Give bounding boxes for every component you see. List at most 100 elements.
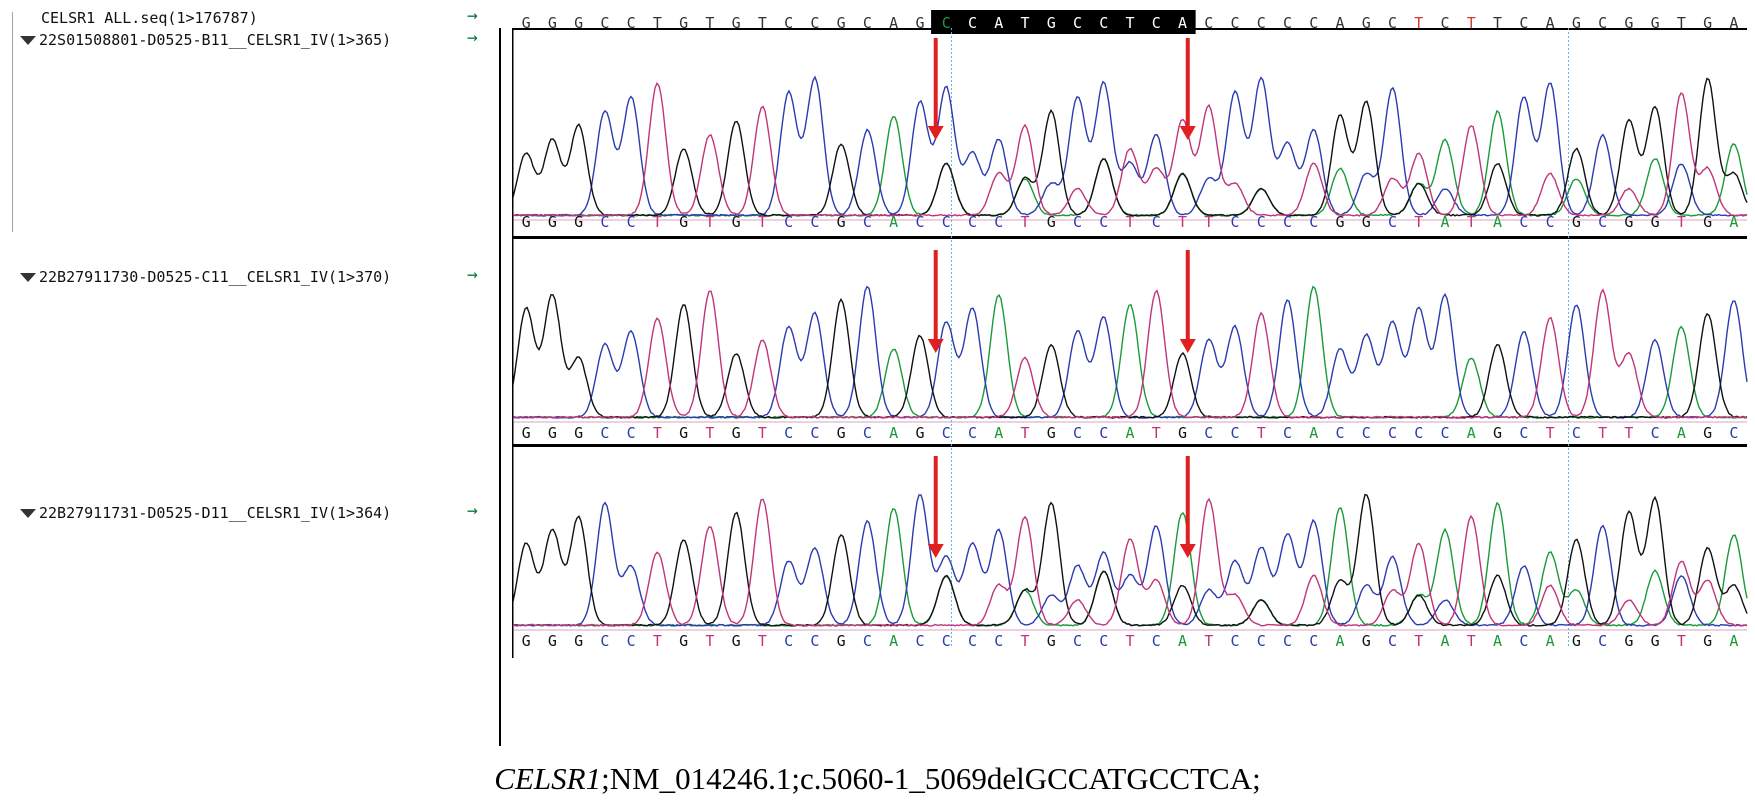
reference-base: C bbox=[627, 14, 636, 32]
reference-base: G bbox=[1624, 14, 1633, 32]
basecall-letter: C bbox=[1231, 424, 1240, 442]
basecall-letter: C bbox=[1309, 632, 1318, 650]
basecall-letter: G bbox=[1572, 213, 1581, 231]
reference-label[interactable]: CELSR1 ALL.seq(1>176787) → bbox=[41, 5, 478, 27]
basecall-letter: T bbox=[758, 424, 767, 442]
reference-base: A bbox=[889, 14, 898, 32]
basecall-letter: G bbox=[1047, 632, 1056, 650]
basecall-letter: C bbox=[784, 632, 793, 650]
basecall-letter: C bbox=[942, 632, 951, 650]
reference-arrow-icon: → bbox=[467, 5, 478, 26]
reference-base: C bbox=[1257, 14, 1266, 32]
basecall-letter: T bbox=[1204, 632, 1213, 650]
basecall-letter: A bbox=[1546, 632, 1555, 650]
basecall-letter: C bbox=[863, 632, 872, 650]
basecall-letter: A bbox=[1493, 632, 1502, 650]
collapse-triangle-icon[interactable] bbox=[20, 508, 36, 518]
reference-base: C bbox=[600, 14, 609, 32]
reference-base: A bbox=[1336, 14, 1345, 32]
pane-border bbox=[12, 12, 13, 232]
basecall-letter: G bbox=[574, 424, 583, 442]
reference-base: C bbox=[863, 14, 872, 32]
track-label-pane: CELSR1 ALL.seq(1>176787) → 22S01508801-D… bbox=[0, 0, 500, 745]
basecall-letter: T bbox=[1152, 424, 1161, 442]
basecall-letter: C bbox=[810, 632, 819, 650]
basecall-letter: G bbox=[548, 632, 557, 650]
reference-base: C bbox=[1519, 14, 1528, 32]
trace-C bbox=[512, 494, 1748, 627]
basecall-letter: C bbox=[627, 632, 636, 650]
basecall-letter: A bbox=[1336, 632, 1345, 650]
track-arrow-icon: → bbox=[467, 500, 478, 521]
basecall-letter: G bbox=[837, 424, 846, 442]
basecall-letter: C bbox=[1073, 424, 1082, 442]
basecall-letter: T bbox=[1204, 213, 1213, 231]
basecall-letter: C bbox=[1598, 632, 1607, 650]
basecall-letter: C bbox=[627, 213, 636, 231]
collapse-triangle-icon[interactable] bbox=[20, 272, 36, 282]
basecall-letter: T bbox=[1598, 424, 1607, 442]
track-label-1[interactable]: 22S01508801-D0525-B11__CELSR1_IV(1>365) … bbox=[20, 27, 478, 49]
reference-base: G bbox=[522, 14, 531, 32]
basecall-letter: G bbox=[1703, 632, 1712, 650]
basecall-letter: C bbox=[994, 632, 1003, 650]
track-separator bbox=[513, 236, 1747, 239]
basecall-letter: A bbox=[889, 632, 898, 650]
basecall-letter: C bbox=[1546, 213, 1555, 231]
basecall-letter: C bbox=[1099, 424, 1108, 442]
pane-divider[interactable] bbox=[499, 28, 501, 746]
track-top-rule bbox=[513, 28, 1747, 30]
reference-base: T bbox=[1020, 14, 1029, 32]
basecall-letter: A bbox=[1309, 424, 1318, 442]
basecall-letter: C bbox=[1414, 424, 1423, 442]
basecall-letter: A bbox=[889, 213, 898, 231]
collapse-triangle-icon[interactable] bbox=[20, 35, 36, 45]
basecall-letter: C bbox=[1231, 632, 1240, 650]
reference-base: C bbox=[1441, 14, 1450, 32]
track-arrow-icon: → bbox=[467, 27, 478, 48]
track-label-2[interactable]: 22B27911730-D0525-C11__CELSR1_IV(1>370) … bbox=[20, 264, 478, 286]
trace-G bbox=[512, 77, 1748, 217]
basecall-letter: C bbox=[1388, 424, 1397, 442]
mutation-arrowhead bbox=[927, 126, 944, 140]
reference-base: C bbox=[968, 14, 977, 32]
reference-base: G bbox=[548, 14, 557, 32]
basecall-letter: C bbox=[600, 424, 609, 442]
basecall-letter: C bbox=[1152, 632, 1161, 650]
basecall-letter: C bbox=[1519, 213, 1528, 231]
basecall-letter: T bbox=[653, 632, 662, 650]
basecall-letter: T bbox=[1414, 632, 1423, 650]
basecall-letter: C bbox=[784, 213, 793, 231]
trace-C bbox=[512, 285, 1748, 419]
reference-base: C bbox=[1283, 14, 1292, 32]
reference-base: T bbox=[1125, 14, 1134, 32]
basecall-letter: C bbox=[1073, 632, 1082, 650]
basecall-letter: C bbox=[968, 424, 977, 442]
basecall-letter: G bbox=[548, 424, 557, 442]
basecall-letter: C bbox=[1519, 424, 1528, 442]
basecall-letter: A bbox=[1493, 213, 1502, 231]
track-label-3[interactable]: 22B27911731-D0525-D11__CELSR1_IV(1>364) … bbox=[20, 500, 478, 522]
trace-T bbox=[512, 288, 1748, 419]
trace-G bbox=[512, 493, 1748, 627]
basecall-letter: T bbox=[1414, 213, 1423, 231]
track-separator bbox=[513, 444, 1747, 447]
track-arrow-icon: → bbox=[467, 264, 478, 285]
basecall-letter: G bbox=[732, 632, 741, 650]
basecall-letter: A bbox=[1677, 424, 1686, 442]
basecall-letter: T bbox=[1020, 213, 1029, 231]
basecall-letter: G bbox=[574, 213, 583, 231]
basecall-letter: A bbox=[1178, 632, 1187, 650]
basecall-letter: C bbox=[1336, 424, 1345, 442]
basecall-letter: C bbox=[1598, 213, 1607, 231]
basecall-letter: C bbox=[810, 213, 819, 231]
reference-base: G bbox=[574, 14, 583, 32]
reference-base: T bbox=[1467, 14, 1476, 32]
basecall-letter: C bbox=[600, 213, 609, 231]
basecall-letter: T bbox=[1467, 632, 1476, 650]
basecall-letter: G bbox=[1703, 424, 1712, 442]
basecall-letter: A bbox=[1729, 632, 1738, 650]
basecall-letter: T bbox=[1257, 424, 1266, 442]
